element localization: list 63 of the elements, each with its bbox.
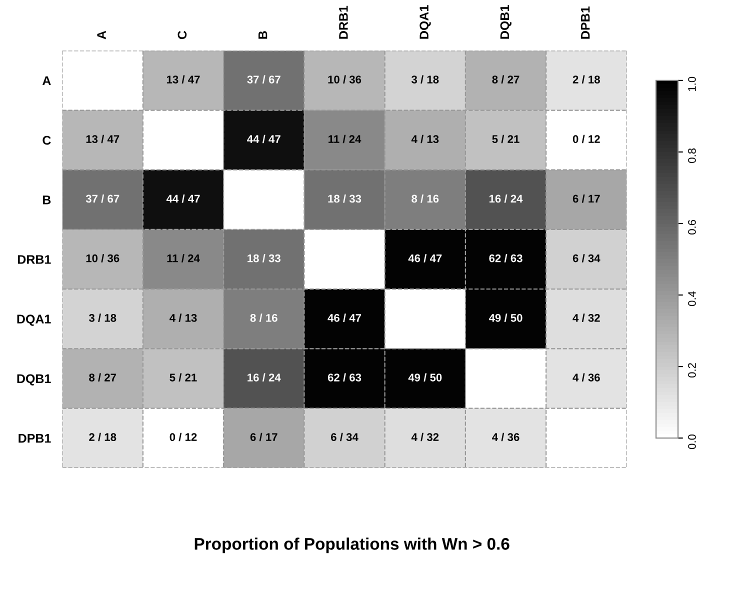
x-tick-label: DPB1 xyxy=(581,6,590,39)
x-tick-label: C xyxy=(178,30,187,40)
y-tick-label: DQA1 xyxy=(17,314,51,326)
data-label: 4 / 13 xyxy=(170,314,197,322)
data-label: 16 / 24 xyxy=(248,373,281,382)
data-label: 46 / 47 xyxy=(328,314,362,322)
data-label: 13 / 47 xyxy=(166,75,200,84)
data-label: 37 / 67 xyxy=(86,194,120,203)
data-label: 6 / 34 xyxy=(331,432,358,442)
data-label: 0 / 12 xyxy=(170,432,197,442)
data-label: 6 / 34 xyxy=(572,254,600,262)
color-bar-label: 1.0 xyxy=(688,76,696,92)
color-bar-label: 0.6 xyxy=(688,220,696,234)
y-tick-label: A xyxy=(42,76,51,85)
data-label: 6 / 17 xyxy=(572,194,600,203)
data-label: 37 / 67 xyxy=(247,75,280,84)
color-bar-label: 0.2 xyxy=(688,363,696,378)
data-label: 10 / 36 xyxy=(328,75,362,84)
data-label: 18 / 33 xyxy=(248,254,280,262)
data-label: 4 / 32 xyxy=(572,314,600,322)
data-label: 11 / 24 xyxy=(328,134,362,144)
data-label: 8 / 16 xyxy=(412,194,439,203)
color-bar-label: 0.4 xyxy=(688,291,696,306)
y-tick-label: DPB1 xyxy=(18,434,51,443)
data-label: 13 / 47 xyxy=(86,134,120,144)
data-label: 4 / 36 xyxy=(492,432,520,442)
data-label: 44 / 47 xyxy=(247,134,280,144)
data-label: 11 / 24 xyxy=(167,254,200,262)
y-tick-label: DQB1 xyxy=(17,374,51,386)
data-label: 16 / 24 xyxy=(489,194,523,203)
data-label: 4 / 36 xyxy=(572,373,600,382)
data-label: 62 / 63 xyxy=(489,254,522,262)
data-label: 46 / 47 xyxy=(408,254,442,262)
x-tick-label: B xyxy=(258,31,268,39)
data-label: 2 / 18 xyxy=(89,432,116,442)
x-tick-label: A xyxy=(97,30,106,40)
data-label: 5 / 21 xyxy=(170,373,197,382)
data-label: 6 / 17 xyxy=(250,432,278,442)
x-tick-label: DRB1 xyxy=(339,6,348,39)
data-label: 5 / 21 xyxy=(492,134,520,144)
data-label: 4 / 13 xyxy=(411,134,439,144)
color-bar-label: 0.0 xyxy=(688,434,696,450)
data-label: 0 / 12 xyxy=(572,134,600,144)
data-label: 44 / 47 xyxy=(166,194,200,203)
data-label: 49 / 50 xyxy=(408,373,442,382)
data-label: 3 / 18 xyxy=(411,75,439,84)
data-label: 18 / 33 xyxy=(328,194,362,203)
y-tick-label: C xyxy=(42,136,51,145)
data-label: 8 / 27 xyxy=(89,373,116,382)
data-label: 2 / 18 xyxy=(572,75,600,84)
x-tick-label: DQB1 xyxy=(500,5,512,39)
y-tick-label: B xyxy=(43,196,51,204)
data-label: 8 / 27 xyxy=(492,75,520,84)
data-label: 10 / 36 xyxy=(86,254,120,262)
data-label: 8 / 16 xyxy=(250,314,278,322)
data-label: 3 / 18 xyxy=(88,314,116,322)
text: Proportion of Populations with Wn > 0.6 xyxy=(194,538,510,554)
x-tick-label: DQA1 xyxy=(420,5,431,39)
data-label: 49 / 50 xyxy=(488,314,522,322)
y-tick-label: DRB1 xyxy=(18,255,51,264)
color-bar-label: 0.8 xyxy=(688,148,696,163)
data-label: 4 / 32 xyxy=(411,432,439,442)
data-label: 62 / 63 xyxy=(328,373,362,382)
